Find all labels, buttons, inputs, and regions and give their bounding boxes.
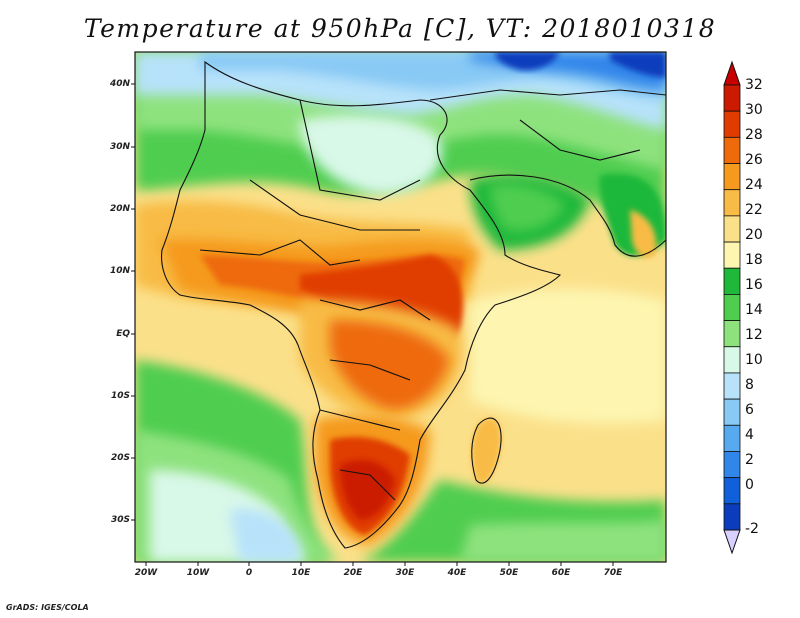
- lat-label-30n: 30N: [109, 142, 130, 152]
- colorbar-box: [723, 503, 741, 531]
- lat-label-20n: 20N: [109, 204, 130, 214]
- colorbar-label: 16: [745, 277, 763, 293]
- north-darkest-blue-2: [610, 52, 666, 78]
- colorbar-label: 10: [745, 352, 763, 368]
- lat-label-40n: 40N: [109, 79, 130, 89]
- lat-label-10n: 10N: [109, 266, 130, 276]
- colorbar-box: [723, 110, 741, 138]
- colorbar-label: 20: [745, 227, 763, 243]
- southern-indian-band-2: [460, 520, 666, 562]
- colorbar-label: 32: [745, 77, 763, 93]
- lat-label-eq: EQ: [116, 329, 130, 339]
- lon-label-20e: 20E: [343, 568, 363, 578]
- lon-label-60e: 60E: [551, 568, 571, 578]
- lat-label-10s: 10S: [110, 391, 130, 401]
- coastlines: [161, 60, 666, 549]
- colorbar-label: 30: [745, 102, 763, 118]
- colorbar-box: [723, 477, 741, 505]
- lon-label-70e: 70E: [603, 568, 623, 578]
- colorbar-under-arrow: [723, 529, 741, 555]
- colorbar-box: [723, 215, 741, 243]
- colorbar-label: 26: [745, 152, 763, 168]
- colorbar-box: [723, 267, 741, 295]
- colorbar-box: [723, 398, 741, 426]
- colorbar-label: 2: [745, 452, 754, 468]
- colorbar-box: [723, 189, 741, 217]
- colorbar-label: 0: [745, 477, 754, 493]
- north-darkest-blue: [495, 52, 560, 71]
- colorbar-box: [723, 163, 741, 191]
- colorbar-label: 22: [745, 202, 763, 218]
- arabia-pale: [490, 183, 565, 232]
- lon-label-10e: 10E: [291, 568, 311, 578]
- colorbar-box: [723, 424, 741, 452]
- colorbar-box: [723, 241, 741, 269]
- colorbar-label: 6: [745, 402, 754, 418]
- lon-label-50e: 50E: [499, 568, 519, 578]
- colorbar-box: [723, 294, 741, 321]
- colorbar-over-arrow: [723, 60, 741, 86]
- madagascar-warm: [471, 418, 502, 484]
- indian-warm-band: [470, 288, 666, 424]
- colorbar-boxes: [723, 84, 741, 531]
- colorbar-box: [723, 136, 741, 164]
- colorbar-box: [723, 451, 741, 479]
- colorbar-label: 24: [745, 177, 763, 193]
- lon-label-30e: 30E: [395, 568, 415, 578]
- colorbar-box: [723, 320, 741, 348]
- map-title: Temperature at 950hPa [C], VT: 201801031…: [83, 14, 717, 43]
- colorbar-box: [723, 372, 741, 400]
- colorbar-label: 12: [745, 327, 763, 343]
- india-warm: [630, 210, 657, 258]
- lon-label-20w: 20W: [134, 568, 158, 578]
- colorbar-label: 28: [745, 127, 763, 143]
- colorbar-label: 14: [745, 302, 763, 318]
- map-frame: [134, 51, 667, 563]
- colorbar-label: 8: [745, 377, 754, 393]
- lat-label-20s: 20S: [110, 453, 130, 463]
- colorbar-label: 18: [745, 252, 763, 268]
- southern-blue-patch: [230, 509, 300, 562]
- southern-africa-core: [340, 460, 395, 520]
- colorbar-label: 4: [745, 427, 754, 443]
- sahara-cool: [300, 115, 442, 195]
- colorbar-label: -2: [745, 521, 759, 537]
- axis-ticks: [131, 83, 614, 566]
- lat-label-30s: 30S: [110, 515, 130, 525]
- colorbar-box: [723, 346, 741, 374]
- colorbar-box: [723, 84, 741, 112]
- lon-label-10w: 10W: [186, 568, 210, 578]
- central-africa-hot: [330, 320, 450, 410]
- lon-label-0: 0: [245, 568, 253, 578]
- lon-label-40e: 40E: [447, 568, 467, 578]
- grads-credit: GrADS: IGES/COLA: [6, 603, 89, 612]
